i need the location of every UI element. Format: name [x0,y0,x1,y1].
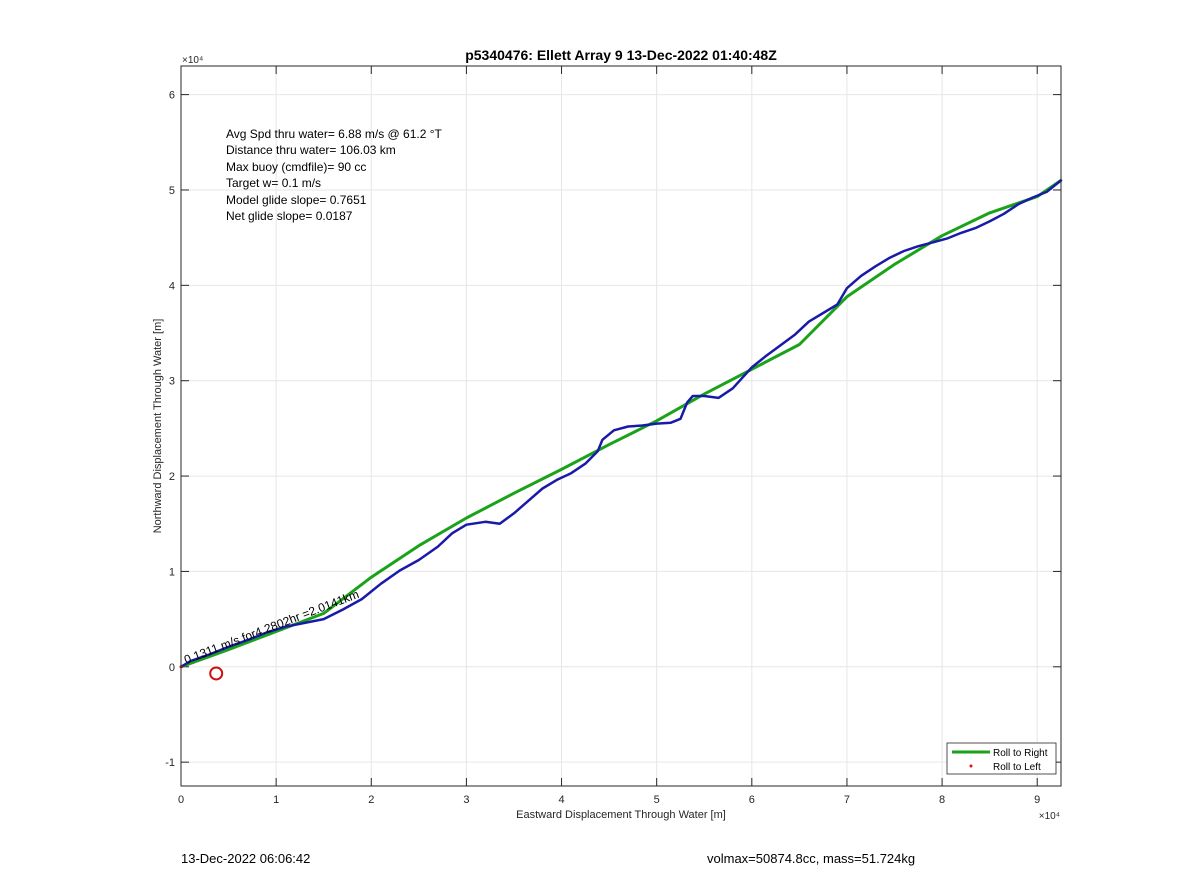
series-track-line [179,179,1063,669]
annotation-max-buoy: Max buoy (cmdfile)= 90 cc [226,160,366,174]
y-tick-label: -1 [165,757,175,769]
x-tick-label: 4 [558,794,564,806]
ticks: 0 1 2 3 4 5 6 7 8 9 -1 0 1 2 3 4 5 6 [165,66,1061,806]
footer-timestamp: 13-Dec-2022 06:06:42 [181,851,311,866]
footer-summary: volmax=50874.8cc, mass=51.724kg [707,851,916,866]
y-tick-label: 6 [169,90,175,102]
start-position-marker [209,666,224,681]
annotation-distance: Distance thru water= 106.03 km [226,143,396,157]
x-tick-label: 5 [654,794,660,806]
x-tick-label: 8 [939,794,945,806]
x-tick-label: 7 [844,794,850,806]
legend: Roll to Right Roll to Left [946,742,1057,775]
legend-label-roll-left: Roll to Left [993,762,1041,773]
x-exponent-label: ×10⁴ [1039,811,1060,822]
y-tick-label: 4 [169,280,175,292]
axes-background [181,66,1061,786]
legend-swatch-roll-left [969,764,973,768]
x-tick-label: 9 [1034,794,1040,806]
series-roll-to-right-line [180,179,1062,669]
y-tick-label: 5 [169,185,175,197]
annotation-target-w: Target w= 0.1 m/s [226,176,321,190]
x-axis-label: Eastward Displacement Through Water [m] [516,809,726,821]
y-tick-label: 2 [169,471,175,483]
grid [181,66,1061,786]
legend-label-roll-right: Roll to Right [993,748,1048,759]
x-tick-label: 0 [178,794,184,806]
legend-box [946,742,1057,775]
chart-title: p5340476: Ellett Array 9 13-Dec-2022 01:… [465,47,777,63]
annotation-block: Avg Spd thru water= 6.88 m/s @ 61.2 °T D… [226,127,443,223]
axes-frame [180,65,1062,787]
y-tick-label: 0 [169,662,175,674]
y-axis-label: Northward Displacement Through Water [m] [152,319,164,534]
annotation-avg-speed: Avg Spd thru water= 6.88 m/s @ 61.2 °T [226,127,443,141]
annotation-model-glide: Model glide slope= 0.7651 [226,193,367,207]
x-tick-label: 1 [273,794,279,806]
x-tick-label: 3 [463,794,469,806]
y-tick-label: 3 [169,376,175,388]
x-tick-label: 6 [749,794,755,806]
annotation-net-glide: Net glide slope= 0.0187 [226,209,353,223]
x-tick-label: 2 [368,794,374,806]
y-exponent-label: ×10⁴ [182,55,203,66]
y-tick-label: 1 [169,566,175,578]
series-layer [179,179,1063,681]
